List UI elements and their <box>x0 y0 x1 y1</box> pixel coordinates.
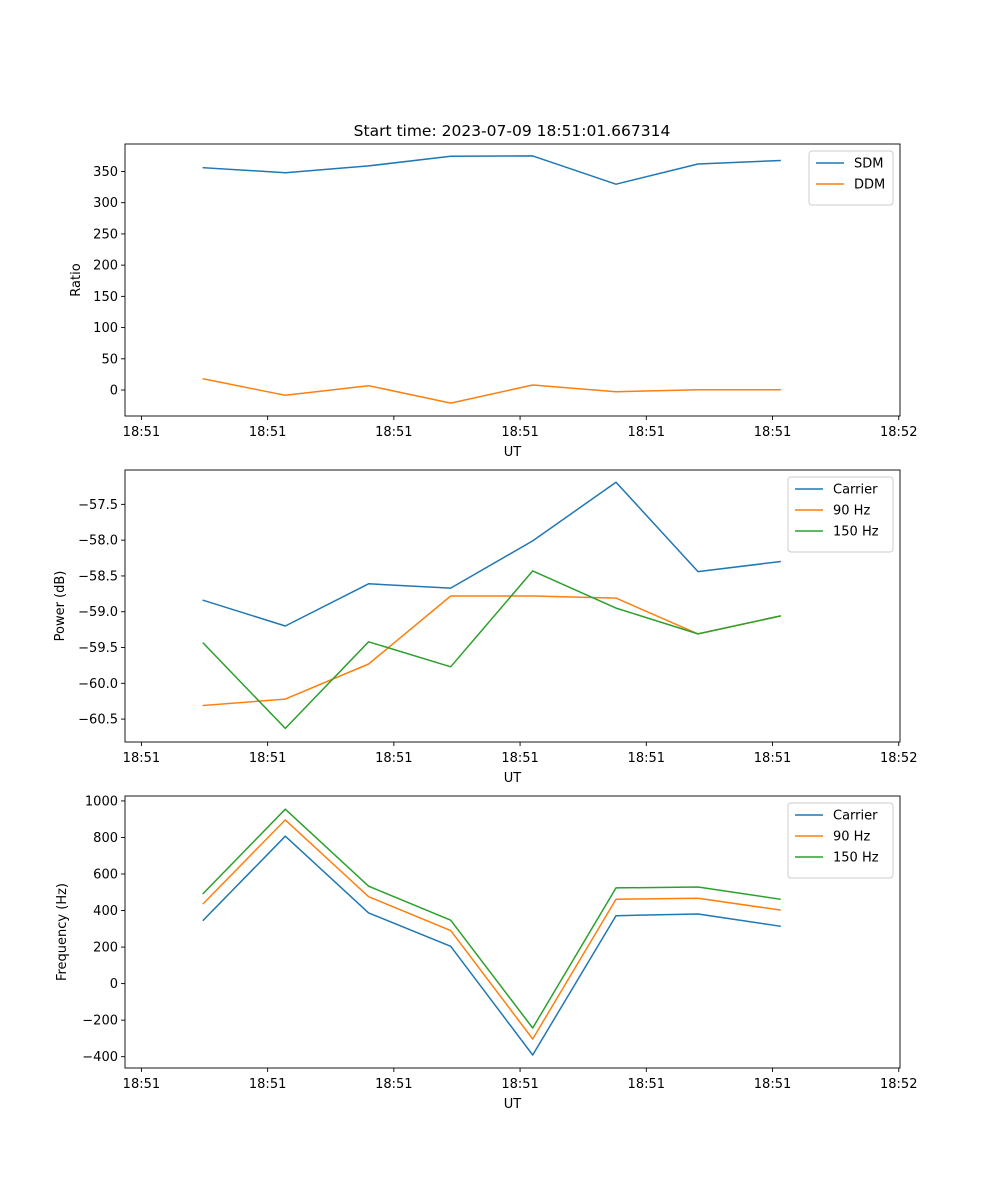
series-line-150-hz <box>202 808 781 1029</box>
x-tick-label: 18:51 <box>754 751 791 766</box>
x-tick-label: 18:51 <box>501 751 538 766</box>
y-tick-label: −57.5 <box>78 498 118 513</box>
x-tick-label: 18:51 <box>628 425 665 440</box>
y-tick-label: 300 <box>93 196 118 211</box>
y-tick-label: −60.0 <box>78 677 118 692</box>
x-axis-label: UT <box>504 1097 522 1112</box>
x-tick-label: 18:51 <box>501 425 538 440</box>
legend-box <box>808 150 894 206</box>
x-axis-label: UT <box>504 771 522 786</box>
legend: Carrier 90 Hz 150 Hz <box>787 802 894 879</box>
y-axis-label: Ratio <box>69 263 84 296</box>
y-tick-label: 0 <box>110 977 118 992</box>
y-tick-label: 200 <box>93 259 118 274</box>
figure-title: Start time: 2023-07-09 18:51:01.667314 <box>354 122 671 140</box>
legend-box <box>787 476 894 553</box>
y-axis-label: Frequency (Hz) <box>55 883 70 981</box>
y-tick-label: 800 <box>93 831 118 846</box>
legend-label: 150 Hz <box>833 851 879 866</box>
y-tick-label: 0 <box>110 384 118 399</box>
legend-label: SDM <box>854 157 883 172</box>
y-tick-label: 600 <box>93 868 118 883</box>
x-tick-label: 18:51 <box>754 425 791 440</box>
y-tick-label: −60.5 <box>78 713 118 728</box>
axes-frame <box>124 469 901 743</box>
legend: Carrier 90 Hz 150 Hz <box>787 476 894 553</box>
x-tick-label: 18:52 <box>880 1077 917 1092</box>
x-axis-label: UT <box>504 445 522 460</box>
x-tick-label: 18:52 <box>880 751 917 766</box>
x-tick-label: 18:51 <box>375 425 412 440</box>
series-line-90-hz <box>202 595 781 707</box>
series-line-ddm <box>202 377 781 404</box>
y-tick-label: 50 <box>101 352 118 367</box>
axes-frame <box>124 795 901 1069</box>
x-tick-label: 18:51 <box>375 1077 412 1092</box>
y-tick-label: 100 <box>93 321 118 336</box>
chart-panel-3: 18:51 18:51 18:51 18:51 18:51 18:51 18:52 UT −40… <box>55 794 917 1112</box>
y-tick-label: 350 <box>93 165 118 180</box>
legend-label: 150 Hz <box>833 525 879 540</box>
y-tick-label: −58.0 <box>78 534 118 549</box>
chart-panel-1: 18:51 18:51 18:51 18:51 18:51 18:51 18:52 UT 0 50… <box>69 143 917 460</box>
x-tick-label: 18:51 <box>123 425 160 440</box>
series-line-90-hz <box>202 819 781 1040</box>
legend-label: Carrier <box>833 483 878 498</box>
series-line-carrier <box>202 835 781 1056</box>
chart-panel-2: 18:51 18:51 18:51 18:51 18:51 18:51 18:52 UT −60… <box>53 469 917 786</box>
series-line-carrier <box>202 481 781 627</box>
y-tick-label: 250 <box>93 227 118 242</box>
x-tick-label: 18:51 <box>375 751 412 766</box>
series-line-sdm <box>202 155 781 185</box>
y-tick-label: −59.5 <box>78 641 118 656</box>
x-tick-label: 18:51 <box>628 1077 665 1092</box>
legend-label: DDM <box>854 178 885 193</box>
x-tick-label: 18:51 <box>249 751 286 766</box>
x-tick-label: 18:51 <box>249 1077 286 1092</box>
series-line-150-hz <box>202 570 781 730</box>
x-tick-label: 18:51 <box>249 425 286 440</box>
x-tick-label: 18:51 <box>123 751 160 766</box>
x-tick-label: 18:51 <box>123 1077 160 1092</box>
legend-label: 90 Hz <box>833 504 870 519</box>
legend-box <box>787 802 894 879</box>
legend-label: Carrier <box>833 809 878 824</box>
y-tick-label: 150 <box>93 290 118 305</box>
x-tick-label: 18:51 <box>501 1077 538 1092</box>
legend-label: 90 Hz <box>833 830 870 845</box>
y-axis-label: Power (dB) <box>53 571 68 642</box>
x-tick-label: 18:51 <box>754 1077 791 1092</box>
legend: SDM DDM <box>808 150 894 206</box>
axes-frame <box>124 143 901 417</box>
y-tick-label: −58.5 <box>78 569 118 584</box>
y-tick-label: −400 <box>82 1050 118 1065</box>
y-tick-label: −59.0 <box>78 605 118 620</box>
y-tick-label: −200 <box>82 1014 118 1029</box>
y-tick-label: 400 <box>93 904 118 919</box>
x-tick-label: 18:51 <box>628 751 665 766</box>
x-tick-label: 18:52 <box>880 425 917 440</box>
y-tick-label: 1000 <box>85 794 118 809</box>
y-tick-label: 200 <box>93 941 118 956</box>
